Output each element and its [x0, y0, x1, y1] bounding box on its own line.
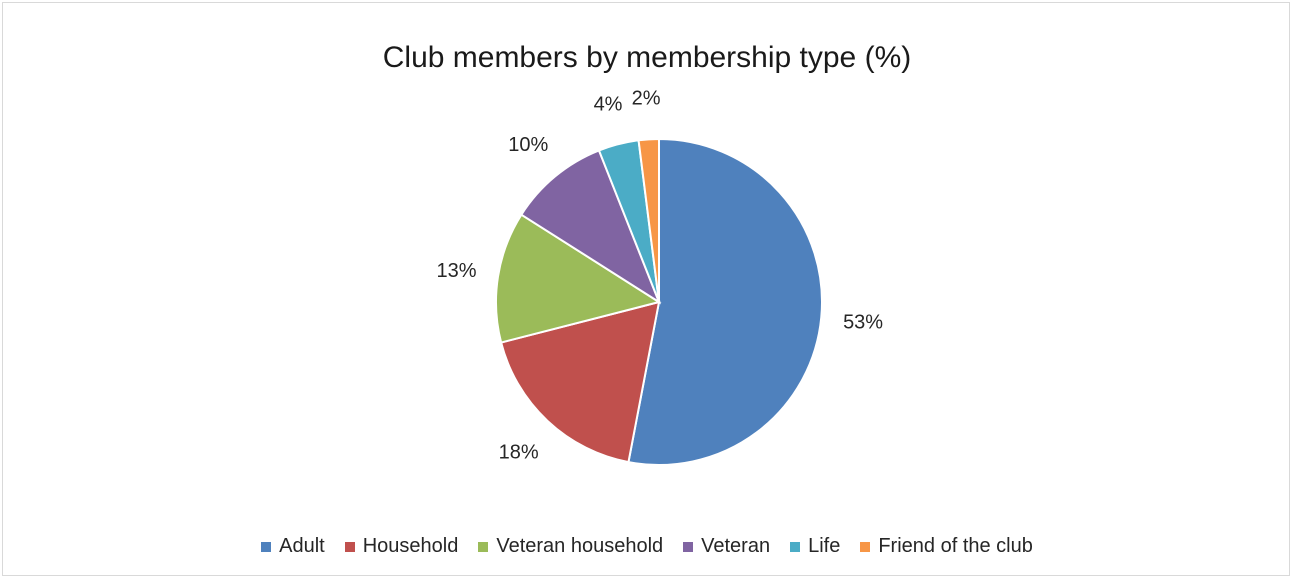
legend-item-life: Life	[790, 535, 840, 558]
legend-swatch-icon	[344, 541, 355, 552]
data-label-adult: 53%	[843, 311, 883, 333]
data-label-veteran-household: 13%	[437, 260, 477, 282]
pie-slice-household	[499, 300, 661, 464]
legend: Adult Household Veteran household Vetera…	[0, 535, 1294, 558]
data-label-friend-of-the-club: 2%	[632, 87, 661, 109]
legend-swatch-icon	[860, 541, 871, 552]
legend-item-adult: Adult	[261, 535, 325, 558]
pie-slice-adult	[627, 137, 823, 466]
legend-label: Veteran	[701, 535, 771, 557]
pie-slice-veteran-household	[495, 213, 662, 344]
legend-label: Friend of the club	[878, 535, 1033, 557]
legend-item-veteran-household: Veteran household	[478, 535, 663, 558]
legend-swatch-icon	[261, 541, 272, 552]
legend-label: Household	[362, 535, 459, 557]
legend-item-household: Household	[344, 535, 459, 558]
pie-slice-friend-of-the-club	[637, 137, 660, 303]
pie-slice-veteran	[519, 149, 662, 305]
legend-swatch-icon	[790, 541, 801, 552]
data-label-household: 18%	[499, 441, 539, 463]
legend-label: Veteran household	[496, 535, 664, 557]
legend-label: Adult	[279, 535, 325, 557]
legend-item-veteran: Veteran	[683, 535, 770, 558]
legend-item-friend-of-the-club: Friend of the club	[860, 535, 1033, 558]
legend-label: Life	[808, 535, 841, 557]
legend-swatch-icon	[683, 541, 694, 552]
legend-swatch-icon	[478, 541, 489, 552]
chart-title: Club members by membership type (%)	[382, 41, 912, 74]
data-label-veteran: 10%	[508, 134, 548, 156]
data-label-life: 4%	[594, 93, 623, 115]
